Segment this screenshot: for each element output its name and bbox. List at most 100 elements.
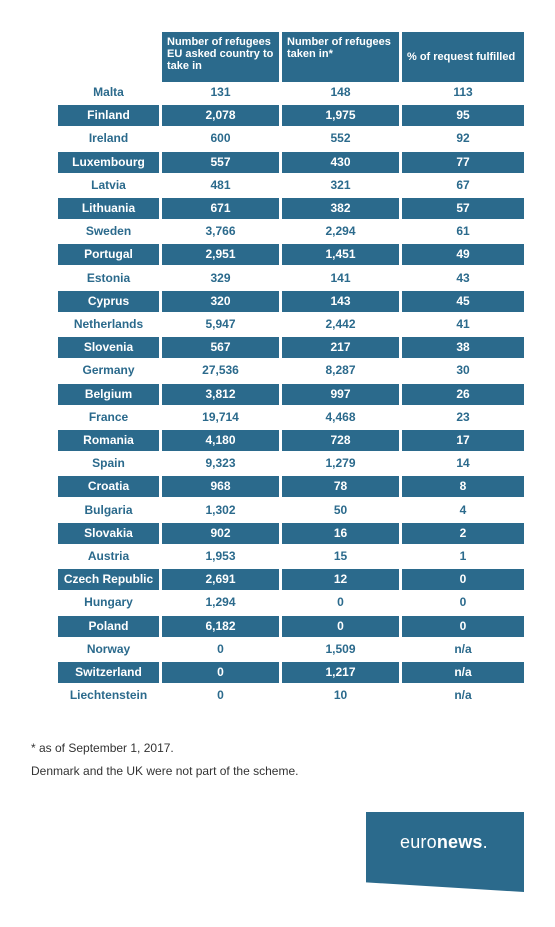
- cell-percent: 45: [402, 290, 524, 312]
- cell-taken: 0: [282, 615, 399, 637]
- cell-taken: 1,451: [282, 244, 399, 266]
- table-row: Luxembourg 557 430 77: [58, 151, 524, 173]
- cell-asked: 3,766: [205, 224, 236, 239]
- cell-country: Liechtenstein: [69, 688, 148, 703]
- table-row: Sweden 3,766 2,294 61: [58, 221, 524, 242]
- cell-taken: 148: [330, 85, 351, 99]
- cell-taken: 16: [282, 522, 399, 544]
- header-asked: Number of refugees EU asked country to t…: [162, 32, 279, 82]
- cell-asked: 902: [162, 522, 279, 544]
- table-row: Switzerland 0 1,217 n/a: [58, 662, 524, 683]
- cell-country: Croatia: [58, 476, 159, 498]
- table-row: Romania 4,180 728 17: [58, 430, 524, 451]
- cell-percent: 57: [402, 198, 524, 219]
- cell-asked: 9,323: [205, 456, 236, 471]
- cell-taken: 141: [330, 270, 351, 285]
- cell-country: Romania: [58, 430, 159, 451]
- cell-asked: 1,302: [205, 502, 236, 517]
- cell-country: Luxembourg: [58, 151, 159, 173]
- table-row: France 19,714 4,468 23: [58, 407, 524, 428]
- cell-percent: 26: [402, 383, 524, 405]
- cell-percent: n/a: [402, 662, 524, 683]
- cell-percent: 0: [459, 595, 467, 610]
- cell-asked: 5,947: [205, 317, 236, 331]
- table-row: Liechtenstein 0 10 n/a: [58, 685, 524, 706]
- cell-percent: 38: [402, 337, 524, 359]
- cell-percent: 2: [402, 522, 524, 544]
- cell-percent: 67: [456, 177, 470, 192]
- cell-percent: 1: [459, 549, 467, 563]
- cell-percent: 23: [456, 409, 470, 424]
- euronews-logo: euronews.: [366, 812, 524, 892]
- table-row: Ireland 600 552 92: [58, 128, 524, 149]
- cell-taken: 78: [282, 476, 399, 498]
- logo-dot: .: [482, 832, 488, 852]
- cell-asked: 6,182: [162, 615, 279, 637]
- cell-country: Norway: [86, 641, 131, 656]
- cell-asked: 557: [162, 151, 279, 173]
- cell-percent: 113: [453, 85, 473, 99]
- cell-percent: 14: [456, 456, 470, 471]
- table-row: Austria 1,953 15 1: [58, 546, 524, 567]
- cell-percent: 41: [456, 317, 470, 331]
- cell-taken: 2,294: [325, 224, 356, 239]
- cell-asked: 2,078: [162, 105, 279, 127]
- table-row: Finland 2,078 1,975 95: [58, 105, 524, 127]
- cell-country: Germany: [82, 363, 135, 378]
- cell-asked: 2,691: [162, 569, 279, 591]
- cell-taken: 382: [282, 198, 399, 219]
- footnote-scheme: Denmark and the UK were not part of the …: [31, 764, 299, 778]
- cell-taken: 1,217: [282, 662, 399, 683]
- cell-taken: 1,975: [282, 105, 399, 127]
- table-row: Latvia 481 321 67: [58, 175, 524, 196]
- cell-country: Spain: [92, 456, 125, 471]
- cell-taken: 8,287: [325, 363, 356, 378]
- cell-asked: 567: [162, 337, 279, 359]
- cell-asked: 4,180: [162, 430, 279, 451]
- cell-country: Ireland: [88, 131, 129, 146]
- cell-country: Latvia: [91, 177, 126, 192]
- table-row: Bulgaria 1,302 50 4: [58, 500, 524, 521]
- cell-asked: 0: [162, 662, 279, 683]
- table-row: Slovakia 902 16 2: [58, 522, 524, 544]
- table-row: Poland 6,182 0 0: [58, 615, 524, 637]
- cell-percent: 0: [402, 615, 524, 637]
- cell-country: Malta: [93, 85, 124, 99]
- logo-euro: euro: [400, 832, 437, 852]
- cell-asked: 19,714: [202, 409, 239, 424]
- cell-country: Switzerland: [58, 662, 159, 683]
- cell-percent: 92: [456, 131, 470, 146]
- table-row: Spain 9,323 1,279 14: [58, 453, 524, 474]
- table-row: Portugal 2,951 1,451 49: [58, 244, 524, 266]
- table-row: Cyprus 320 143 45: [58, 290, 524, 312]
- cell-country: Belgium: [58, 383, 159, 405]
- cell-country: Czech Republic: [58, 569, 159, 591]
- cell-country: France: [88, 409, 129, 424]
- table-row: Croatia 968 78 8: [58, 476, 524, 498]
- cell-percent: n/a: [454, 641, 472, 656]
- table-row: Germany 27,536 8,287 30: [58, 360, 524, 381]
- cell-percent: 30: [456, 363, 470, 378]
- cell-taken: 12: [282, 569, 399, 591]
- cell-taken: 217: [282, 337, 399, 359]
- cell-taken: 552: [330, 131, 351, 146]
- cell-country: Austria: [87, 549, 130, 563]
- table-row: Czech Republic 2,691 12 0: [58, 569, 524, 591]
- cell-country: Sweden: [85, 224, 132, 239]
- header-percent: % of request fulfilled: [402, 32, 524, 82]
- cell-country: Slovakia: [58, 522, 159, 544]
- cell-asked: 1,294: [205, 595, 236, 610]
- cell-taken: 143: [282, 290, 399, 312]
- cell-asked: 968: [162, 476, 279, 498]
- footnote-date: * as of September 1, 2017.: [31, 741, 174, 755]
- logo-text: euronews.: [400, 832, 488, 853]
- cell-percent: 49: [402, 244, 524, 266]
- table-row: Lithuania 671 382 57: [58, 198, 524, 219]
- cell-percent: 8: [402, 476, 524, 498]
- cell-taken: 0: [337, 595, 344, 610]
- cell-taken: 1,279: [325, 456, 356, 471]
- cell-taken: 1,509: [325, 641, 356, 656]
- table-header: Number of refugees EU asked country to t…: [162, 32, 524, 82]
- table-row: Estonia 329 141 43: [58, 268, 524, 289]
- cell-taken: 4,468: [325, 409, 356, 424]
